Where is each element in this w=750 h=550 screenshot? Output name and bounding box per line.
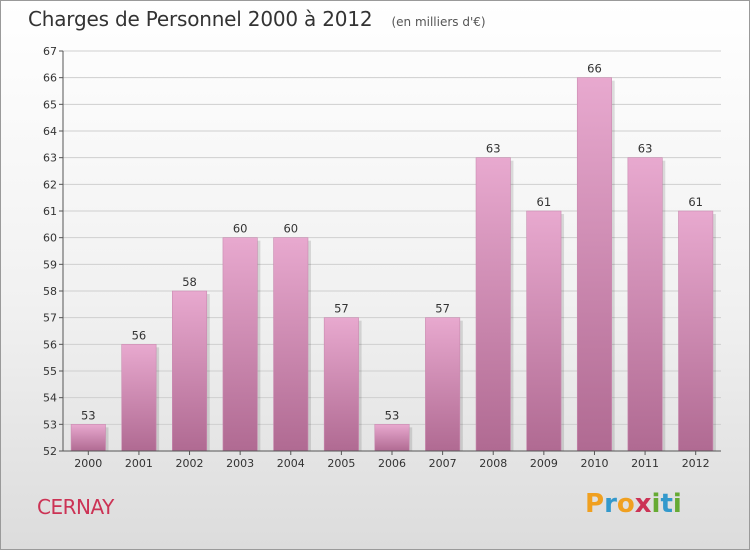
bar [627,157,663,452]
x-tick-label: 2000 [74,457,102,470]
x-tick-label: 2001 [125,457,153,470]
bar [425,317,461,452]
x-tick-label: 2005 [327,457,355,470]
bar-value-label: 66 [587,62,602,76]
bar [273,237,309,452]
axes: 52 53 54 55 56 57 58 59 60 61 62 63 64 65 66 67 2000 2001… [43,45,721,470]
bar-value-label: 61 [537,195,552,209]
y-tick-label: 52 [43,445,57,458]
bar [121,344,157,452]
y-tick-label: 67 [43,45,57,58]
bar-value-label: 60 [233,222,248,236]
x-tick-label: 2010 [580,457,608,470]
bar-value-label: 60 [283,222,298,236]
bar-value-label: 58 [182,275,197,289]
y-tick-label: 58 [43,285,57,298]
bars: 53 56 58 60 60 57 53 57 63 61 66 63 61 [70,62,716,452]
bar [576,77,612,452]
bar [222,237,258,452]
y-tick-label: 55 [43,365,57,378]
proxiti-logo[interactable]: Proxiti [585,489,682,519]
x-tick-label: 2012 [682,457,710,470]
bar-value-label: 63 [486,142,501,156]
y-tick-label: 62 [43,178,57,191]
bar [678,210,714,452]
grid-lines [63,50,721,425]
bar-value-label: 63 [638,142,653,156]
x-tick-label: 2003 [226,457,254,470]
x-tick-label: 2004 [277,457,305,470]
title-row: Charges de Personnel 2000 à 2012 (en mil… [28,7,486,31]
bar [70,424,106,452]
y-tick-label: 64 [43,125,57,138]
chart-title: Charges de Personnel 2000 à 2012 [28,7,373,31]
y-tick-label: 59 [43,258,57,271]
bar-value-label: 57 [435,302,450,316]
bar-value-label: 57 [334,302,349,316]
x-tick-label: 2006 [378,457,406,470]
bar [323,317,359,452]
y-tick-label: 65 [43,98,57,111]
x-tick-label: 2008 [479,457,507,470]
bar-value-label: 53 [81,408,96,422]
y-tick-label: 56 [43,338,57,351]
logo-letter: t [660,489,673,519]
logo-letter: r [604,489,617,519]
y-tick-label: 63 [43,152,57,165]
y-tick-label: 66 [43,72,57,85]
bar-value-label: 61 [688,195,703,209]
commune-name: CERNAY [37,495,114,519]
y-tick-label: 53 [43,418,57,431]
bar [475,157,511,452]
logo-letter: o [616,489,635,519]
x-tick-label: 2007 [429,457,457,470]
bar [374,424,410,452]
x-tick-label: 2011 [631,457,659,470]
x-tick-label: 2009 [530,457,558,470]
bar [172,290,208,452]
chart-subtitle: (en milliers d'€) [391,15,486,29]
logo-letter: i [651,489,661,519]
bar-value-label: 56 [132,328,147,342]
logo-letter: i [672,489,682,519]
y-tick-label: 54 [43,392,57,405]
logo-letter: x [634,489,652,519]
bar-value-label: 53 [385,408,400,422]
logo-letter: P [585,489,605,519]
y-tick-label: 57 [43,312,57,325]
y-tick-label: 60 [43,232,57,245]
bar [526,210,562,452]
x-tick-label: 2002 [176,457,204,470]
y-tick-label: 61 [43,205,57,218]
